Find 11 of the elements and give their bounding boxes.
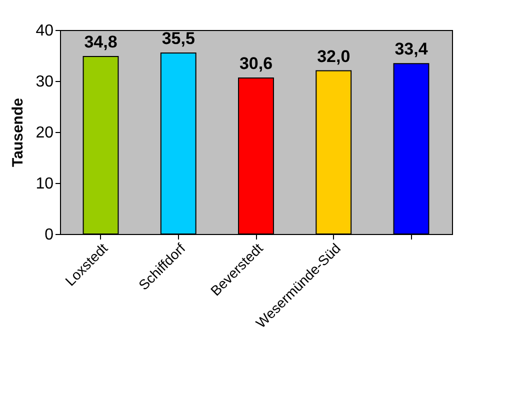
y-tick-label: 20 — [36, 124, 54, 142]
data-label: 34,8 — [84, 32, 118, 52]
data-label: 35,5 — [162, 28, 195, 48]
y-tick-label: 10 — [36, 176, 54, 192]
data-label: 32,0 — [317, 46, 350, 66]
y-axis-title: Tausende — [10, 98, 27, 167]
y-tick-label: 0 — [44, 226, 54, 244]
data-label: 30,6 — [239, 54, 273, 73]
data-label: 33,4 — [394, 40, 428, 59]
y-tick-label: 30 — [36, 74, 54, 90]
y-tick-label: 40 — [36, 22, 54, 40]
